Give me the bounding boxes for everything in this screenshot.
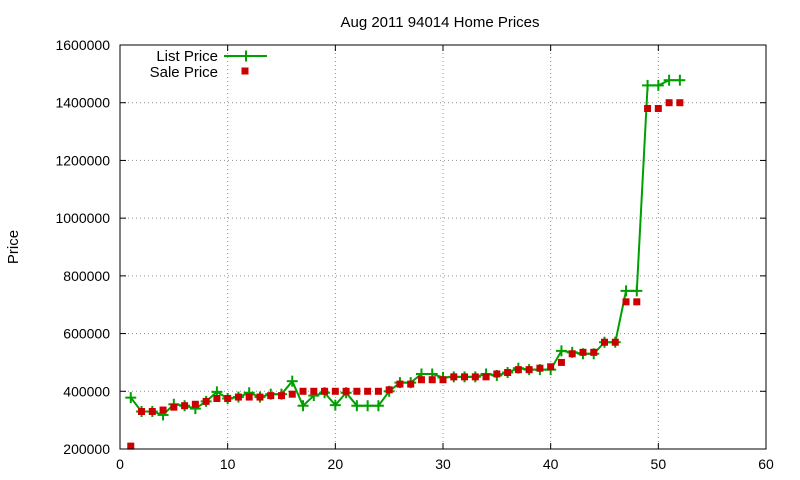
sale-price-point [547, 363, 555, 371]
sale-price-point [278, 392, 285, 400]
sale-price-point [353, 387, 361, 395]
list-price-point [351, 400, 363, 412]
x-tick-label: 20 [328, 456, 344, 472]
legend-label-sale-price: Sale Price [150, 64, 218, 81]
x-tick-label: 0 [116, 456, 124, 472]
sale-price-point [245, 393, 253, 401]
sale-price-point [138, 407, 146, 415]
sale-price-point [181, 402, 189, 410]
sale-price-point [665, 99, 673, 107]
sale-price-point [407, 380, 415, 388]
list-price-point [329, 399, 341, 411]
y-tick-label: 1600000 [55, 37, 110, 53]
x-tick-label: 60 [758, 456, 774, 472]
sale-price-point [364, 387, 372, 395]
sale-price-point [590, 348, 598, 356]
list-price-point [372, 400, 384, 412]
y-tick-label: 1200000 [55, 152, 110, 168]
sale-price-point [159, 406, 167, 414]
sale-price-point [213, 395, 221, 402]
sale-price-point [396, 380, 404, 388]
sale-price-point [633, 298, 641, 306]
list-price-point [286, 375, 298, 387]
sale-price-point [331, 387, 339, 395]
x-tick-label: 50 [651, 456, 667, 472]
sale-price-point [374, 387, 382, 395]
y-tick-label: 1000000 [55, 210, 110, 226]
sale-price-point [127, 442, 135, 450]
sale-price-point [622, 298, 630, 306]
sale-price-point [568, 350, 576, 358]
y-tick-label: 800000 [63, 268, 110, 284]
sale-price-point [417, 376, 425, 384]
list-price-point [642, 79, 654, 91]
legend-label-list-price: List Price [156, 48, 218, 65]
sale-price-point [191, 400, 199, 408]
sale-price-point [493, 370, 501, 378]
list-price-point [297, 400, 309, 412]
list-price-point [674, 74, 686, 86]
y-tick-label: 200000 [63, 441, 110, 457]
sale-price-point [482, 373, 490, 381]
legend-marker-sale-price [241, 67, 249, 75]
x-tick-label: 10 [220, 456, 236, 472]
sale-price-point [536, 364, 544, 372]
x-tick-label: 30 [435, 456, 451, 472]
sale-price-point [385, 386, 393, 394]
sale-price-point [439, 376, 447, 384]
sale-price-point [557, 358, 565, 366]
chart-title: Aug 2011 94014 Home Prices [340, 14, 539, 31]
sale-price-point [601, 338, 608, 346]
x-tick-label: 40 [543, 456, 559, 472]
list-price-point [555, 345, 567, 357]
sale-price-point [611, 338, 619, 346]
list-price-point [125, 392, 137, 404]
sale-price-point [525, 366, 533, 374]
list-price-point [362, 400, 374, 412]
series-list-price [125, 74, 686, 421]
series-sale-price [127, 99, 684, 450]
sale-price-point [267, 392, 275, 400]
series [125, 74, 686, 450]
legend-marker-list-price [240, 50, 252, 62]
y-tick-label: 400000 [63, 383, 110, 399]
y-tick-label: 600000 [63, 326, 110, 342]
sale-price-point [224, 395, 232, 402]
list-price-point [652, 79, 664, 91]
sale-price-point [654, 104, 662, 112]
list-price-point [620, 285, 632, 297]
list-price-line [130, 79, 680, 417]
sale-price-point [321, 387, 329, 395]
plot-frame [119, 44, 767, 450]
sale-price-point [202, 397, 210, 405]
sale-price-point [234, 393, 242, 401]
sale-price-point [342, 387, 350, 395]
sale-price-point [450, 373, 458, 381]
list-price-point [663, 74, 675, 86]
legend: List Price Sale Price [150, 48, 267, 81]
sale-price-point [676, 99, 684, 107]
sale-price-point [288, 390, 296, 398]
sale-price-point [579, 348, 587, 356]
y-axis-label: Price [5, 230, 22, 264]
sale-price-point [428, 376, 436, 384]
sale-price-point [504, 369, 512, 377]
sale-price-point [148, 407, 156, 415]
sale-price-point [471, 373, 479, 381]
sale-price-point [256, 393, 264, 401]
sale-price-point [170, 403, 178, 411]
sale-price-point [310, 387, 318, 395]
sale-price-point [461, 373, 469, 381]
sale-price-point [514, 366, 522, 374]
sale-price-point [644, 104, 652, 112]
y-tick-label: 1400000 [55, 95, 110, 111]
sale-price-point [299, 387, 307, 395]
list-price-point [631, 285, 643, 297]
